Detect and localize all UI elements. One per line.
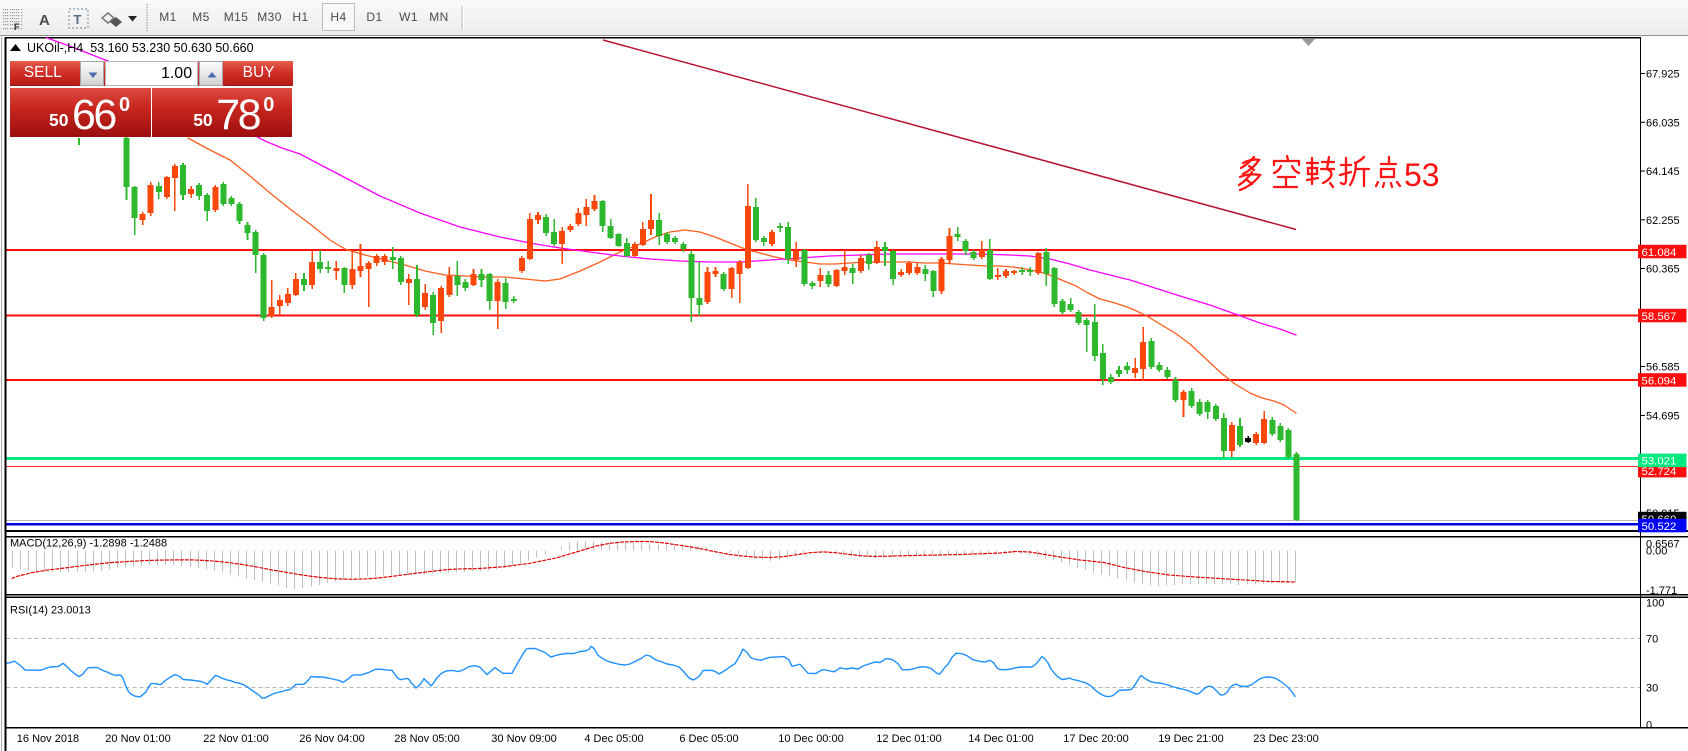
svg-text:54.695: 54.695: [1646, 411, 1680, 423]
svg-text:20 Nov 01:00: 20 Nov 01:00: [105, 733, 170, 745]
svg-text:F: F: [14, 22, 20, 32]
svg-text:61.084: 61.084: [1642, 247, 1677, 259]
svg-text:17 Dec 20:00: 17 Dec 20:00: [1063, 733, 1128, 745]
svg-text:60.365: 60.365: [1646, 264, 1680, 276]
svg-text:30: 30: [1646, 683, 1658, 695]
svg-text:30 Nov 09:00: 30 Nov 09:00: [491, 733, 556, 745]
svg-text:12 Dec 01:00: 12 Dec 01:00: [876, 733, 941, 745]
svg-text:0.6567: 0.6567: [1646, 539, 1680, 551]
svg-text:14 Dec 01:00: 14 Dec 01:00: [968, 733, 1033, 745]
svg-text:16 Nov 2018: 16 Nov 2018: [17, 733, 79, 745]
svg-text:50.522: 50.522: [1642, 521, 1677, 533]
svg-text:23 Dec 23:00: 23 Dec 23:00: [1253, 733, 1318, 745]
svg-text:100: 100: [1646, 598, 1664, 610]
svg-text:22 Nov 01:00: 22 Nov 01:00: [203, 733, 268, 745]
svg-text:66.035: 66.035: [1646, 117, 1680, 129]
svg-text:10 Dec 00:00: 10 Dec 00:00: [778, 733, 843, 745]
svg-text:RSI(14) 23.0013: RSI(14) 23.0013: [10, 605, 91, 617]
svg-text:MACD(12,26,9) -1.2898 -1.2488: MACD(12,26,9) -1.2898 -1.2488: [10, 538, 167, 550]
svg-text:62.255: 62.255: [1646, 215, 1680, 227]
svg-text:T: T: [74, 12, 82, 27]
svg-text:64.145: 64.145: [1646, 166, 1680, 178]
svg-text:19 Dec 21:00: 19 Dec 21:00: [1158, 733, 1223, 745]
svg-text:52.724: 52.724: [1642, 466, 1677, 478]
svg-text:28 Nov 05:00: 28 Nov 05:00: [394, 733, 459, 745]
svg-text:53.021: 53.021: [1642, 456, 1677, 468]
svg-text:A: A: [39, 12, 50, 29]
svg-text:26 Nov 04:00: 26 Nov 04:00: [299, 733, 364, 745]
svg-text:UKOil-,H4 53.160 53.230 50.63: UKOil-,H4 53.160 53.230 50.630 50.660: [27, 41, 254, 55]
svg-text:67.925: 67.925: [1646, 69, 1680, 81]
svg-text:0.00: 0.00: [1646, 546, 1667, 558]
svg-text:58.567: 58.567: [1642, 311, 1677, 323]
svg-text:4 Dec 05:00: 4 Dec 05:00: [584, 733, 643, 745]
svg-text:56.585: 56.585: [1646, 362, 1680, 374]
svg-text:-1.771: -1.771: [1646, 585, 1677, 597]
svg-text:6 Dec 05:00: 6 Dec 05:00: [679, 733, 738, 745]
svg-text:53: 53: [1404, 157, 1440, 193]
svg-text:56.094: 56.094: [1642, 375, 1677, 387]
svg-text:0: 0: [1646, 720, 1652, 732]
svg-text:70: 70: [1646, 634, 1658, 646]
